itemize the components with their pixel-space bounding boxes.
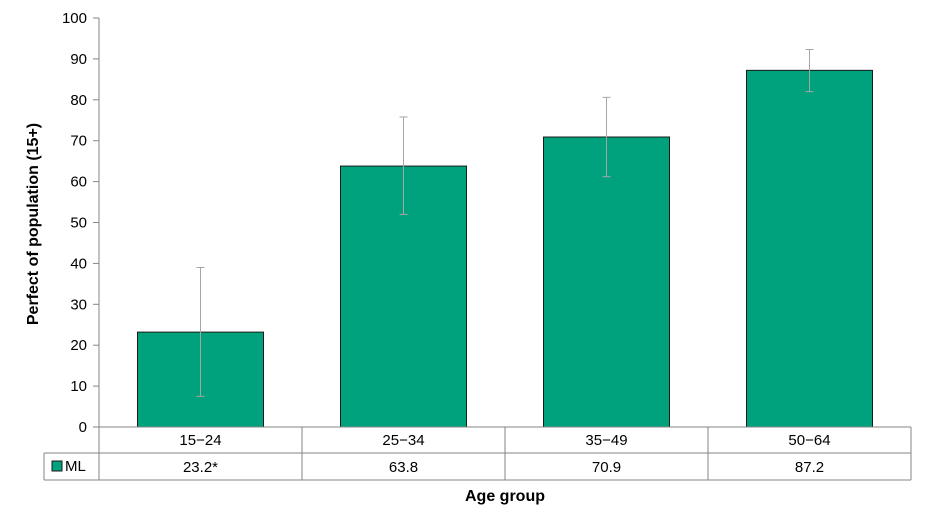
x-category-label: 50−64 [788,432,830,449]
y-tick-label: 10 [70,378,87,395]
y-tick-label: 90 [70,51,87,68]
y-tick-label: 20 [70,337,87,354]
y-tick-label: 100 [62,10,87,27]
legend-swatch [51,460,63,472]
y-tick-label: 50 [70,215,87,232]
y-tick-label: 30 [70,296,87,313]
data-table-value: 70.9 [592,459,621,476]
data-table-value: 63.8 [389,459,418,476]
bar [543,136,670,428]
x-category-label: 15−24 [179,432,221,449]
bar [746,69,873,428]
y-tick-label: 40 [70,255,87,272]
legend-series-name: ML [65,458,86,475]
y-tick-label: 80 [70,92,87,109]
y-axis-title: Perfect of population (15+) [25,123,42,325]
data-table-value: 87.2 [795,459,824,476]
plot-area: 0 10 20 30 40 50 60 70 80 90 100 15−24 25−34 35−49 50−… [43,10,912,481]
data-table-value: 23.2* [183,459,218,476]
x-category-label: 35−49 [585,432,627,449]
y-tick-label: 70 [70,133,87,150]
y-tick-label: 60 [70,174,87,191]
y-tick-label: 0 [79,419,87,436]
x-axis-title: Age group [465,488,545,505]
x-category-label: 25−34 [382,432,424,449]
